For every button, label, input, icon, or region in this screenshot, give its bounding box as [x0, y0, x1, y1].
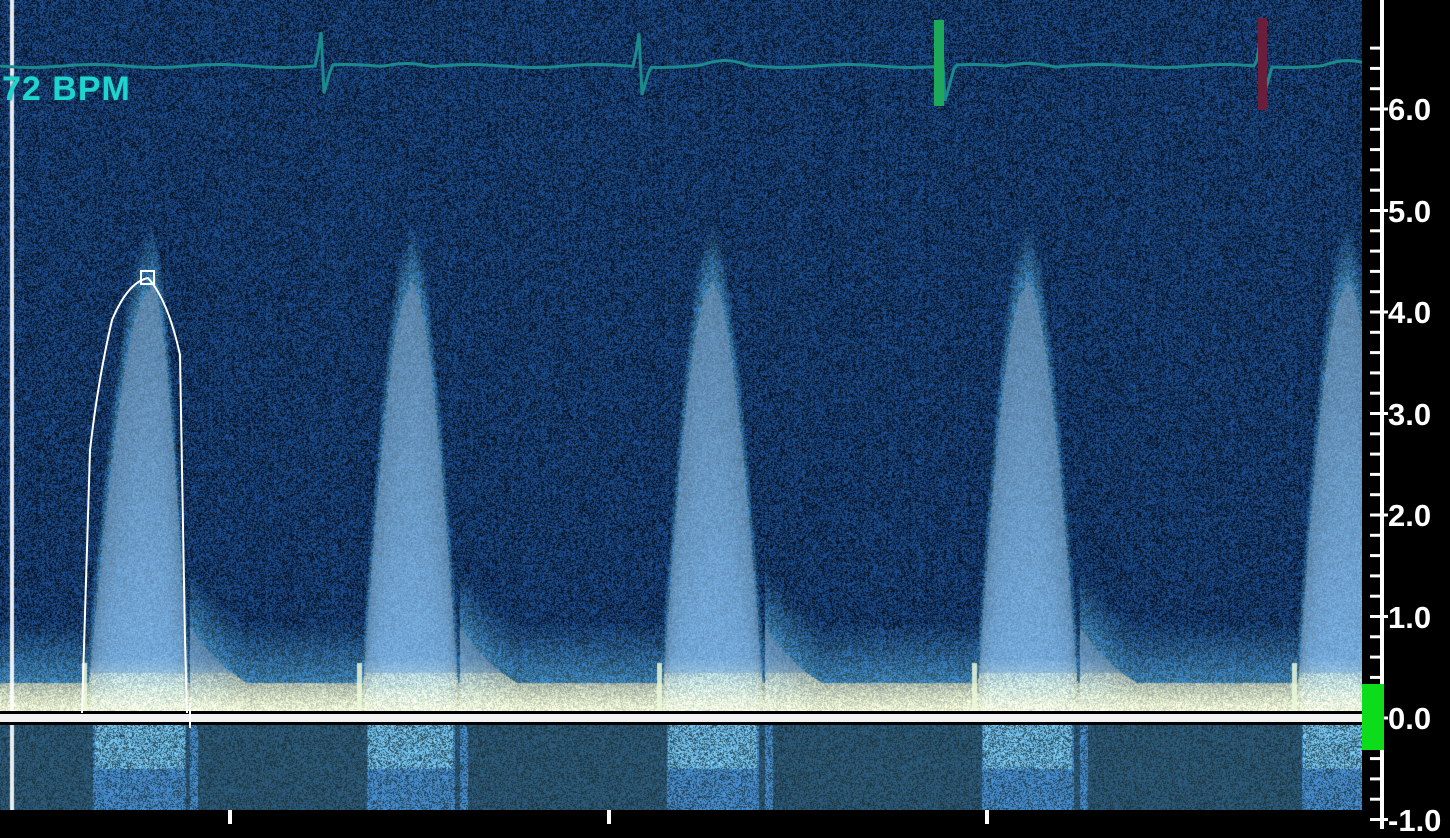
scale-label-5: 5.0	[1388, 193, 1432, 229]
baseline-position-marker[interactable]	[1362, 684, 1384, 750]
time-axis-bar	[0, 810, 1362, 829]
peak-velocity-marker[interactable]	[140, 270, 155, 285]
ecg-marker-green	[934, 20, 944, 106]
scale-label-2: 2.0	[1388, 498, 1432, 533]
scale-label-neg1: -1.0	[1388, 802, 1442, 838]
heart-rate-readout: 72 BPM	[2, 70, 131, 108]
doppler-spectrum	[0, 0, 1362, 829]
ecg-marker-red	[1258, 18, 1267, 110]
peak-velocity-trace	[81, 276, 188, 714]
time-axis	[0, 810, 1362, 829]
scale-label-6: 6.0	[1388, 92, 1432, 127]
scale-label-0: 0.0	[1388, 701, 1432, 736]
scale-label-3: 3.0	[1388, 396, 1432, 432]
overlay-layer	[0, 18, 1362, 728]
scale-label-1: 1.0	[1388, 599, 1432, 635]
scale-label-4: 4.0	[1388, 295, 1432, 330]
ecg-trace	[0, 31, 1362, 102]
baseline	[0, 714, 1362, 722]
